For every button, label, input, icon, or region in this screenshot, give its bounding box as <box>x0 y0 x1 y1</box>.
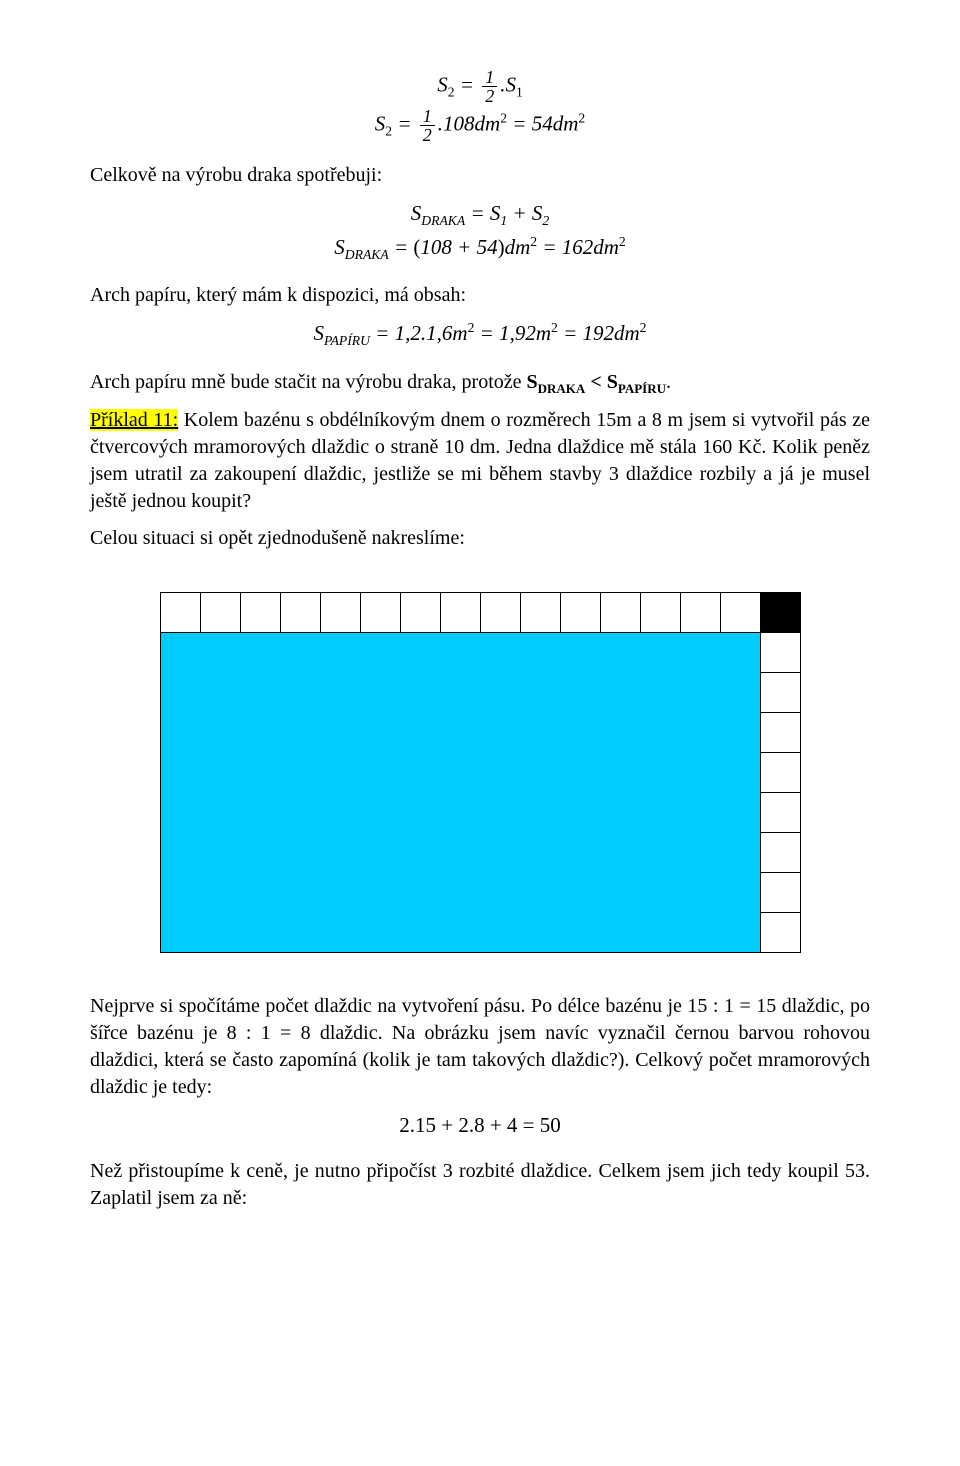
right-tile <box>760 873 800 913</box>
right-tile <box>760 793 800 833</box>
page: S2 = 12.S1 S2 = 12.108dm2 = 54dm2 Celkov… <box>0 0 960 1282</box>
top-tile <box>280 593 320 633</box>
right-tile <box>760 713 800 753</box>
text-celou-situaci: Celou situaci si opět zjednodušeně nakre… <box>90 525 870 552</box>
top-tile <box>600 593 640 633</box>
top-tile <box>480 593 520 633</box>
top-tile <box>360 593 400 633</box>
equation-total-tiles: 2.15 + 2.8 + 4 = 50 <box>90 1111 870 1139</box>
pool-area <box>160 633 760 953</box>
right-tile <box>760 673 800 713</box>
equation-s2-value: S2 = 12.108dm2 = 54dm2 <box>90 107 870 144</box>
top-tile <box>440 593 480 633</box>
equation-s2-half-s1: S2 = 12.S1 <box>90 68 870 105</box>
equation-sdraka-sum: SDRAKA = S1 + S2 <box>90 199 870 231</box>
example-11: Příklad 11: Kolem bazénu s obdélníkovým … <box>90 407 870 515</box>
pool-tile-grid <box>160 592 801 953</box>
text-nez-pristoupime: Než přistoupíme k ceně, je nutno připočí… <box>90 1158 870 1212</box>
top-tile <box>560 593 600 633</box>
right-tile <box>760 633 800 673</box>
text-nejprve: Nejprve si spočítáme počet dlaždic na vy… <box>90 993 870 1101</box>
corner-tile <box>760 593 800 633</box>
top-tile <box>320 593 360 633</box>
top-tile <box>240 593 280 633</box>
equation-block-s2: S2 = 12.S1 S2 = 12.108dm2 = 54dm2 <box>90 68 870 144</box>
pool-diagram <box>90 592 870 953</box>
top-tile <box>160 593 200 633</box>
equation-spapiru: SPAPÍRU = 1,2.1,6m2 = 1,92m2 = 192dm2 <box>90 319 870 351</box>
right-tile <box>760 833 800 873</box>
top-tile <box>520 593 560 633</box>
example-11-label: Příklad 11: <box>90 409 178 431</box>
right-tile <box>760 913 800 953</box>
top-tile <box>640 593 680 633</box>
equation-block-sdraka: SDRAKA = S1 + S2 SDRAKA = (108 + 54)dm2 … <box>90 199 870 264</box>
right-tile <box>760 753 800 793</box>
top-tile <box>400 593 440 633</box>
equation-sdraka-value: SDRAKA = (108 + 54)dm2 = 162dm2 <box>90 233 870 265</box>
top-tile <box>680 593 720 633</box>
text-arch-staci: Arch papíru mně bude stačit na výrobu dr… <box>90 369 870 398</box>
text-arch-obsah: Arch papíru, který mám k dispozici, má o… <box>90 282 870 309</box>
top-tile <box>200 593 240 633</box>
top-tile <box>720 593 760 633</box>
text-celkove: Celkově na výrobu draka spotřebuji: <box>90 162 870 189</box>
